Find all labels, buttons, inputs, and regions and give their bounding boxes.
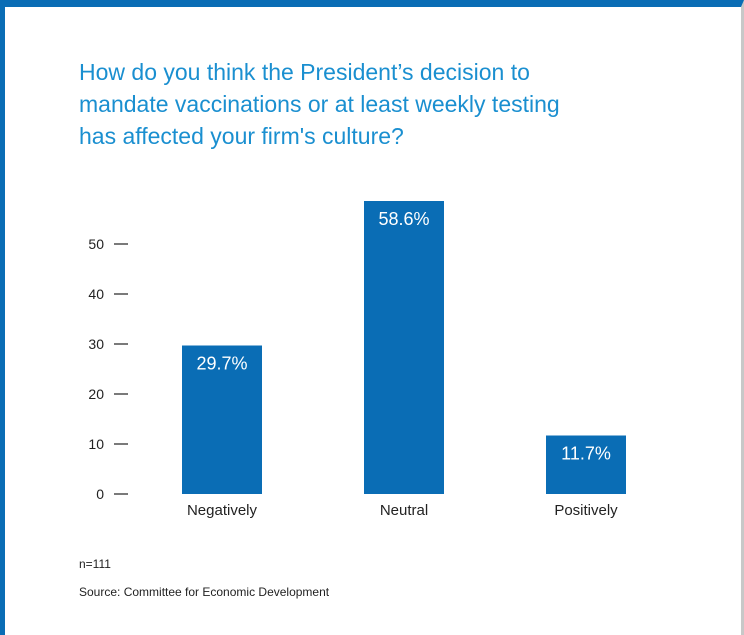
y-tick-label: 50	[88, 236, 104, 252]
bars: 29.7% Negatively 58.6% Neutral 11.7% Positive…	[182, 201, 626, 519]
bar-value-label: 11.7%	[561, 444, 611, 464]
x-category-label: Positively	[554, 502, 618, 519]
y-tick-label: 30	[88, 336, 104, 352]
bar-value-label: 58.6%	[378, 209, 429, 229]
sample-size-note: n=111	[79, 557, 111, 571]
bar-neutral	[364, 201, 444, 494]
y-tick-label: 20	[88, 386, 104, 402]
bar-positively	[546, 435, 626, 494]
x-category-label: Neutral	[380, 502, 428, 519]
y-tick-label: 40	[88, 286, 104, 302]
bar-negatively	[182, 345, 262, 494]
x-category-label: Negatively	[187, 502, 258, 519]
bar-value-label: 29.7%	[196, 354, 247, 374]
y-tick-label: 0	[96, 486, 104, 502]
source-note: Source: Committee for Economic Developme…	[79, 585, 330, 599]
y-tick-label: 10	[88, 436, 104, 452]
chart-title: How do you think the President’s decisio…	[79, 59, 560, 149]
y-axis: 0 10 20 30 40 50	[88, 236, 128, 502]
